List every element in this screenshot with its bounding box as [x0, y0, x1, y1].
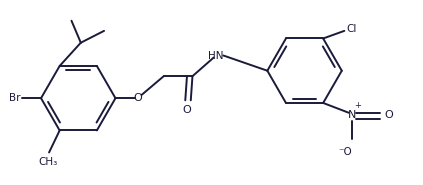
Text: CH₃: CH₃ [38, 157, 58, 167]
Text: +: + [354, 101, 361, 110]
Text: HN: HN [208, 51, 223, 61]
Text: Br: Br [9, 93, 21, 103]
Text: N: N [348, 110, 356, 120]
Text: O: O [182, 105, 191, 115]
Text: ⁻O: ⁻O [338, 147, 352, 157]
Text: Cl: Cl [346, 24, 357, 34]
Text: O: O [133, 93, 142, 103]
Text: O: O [384, 110, 393, 120]
